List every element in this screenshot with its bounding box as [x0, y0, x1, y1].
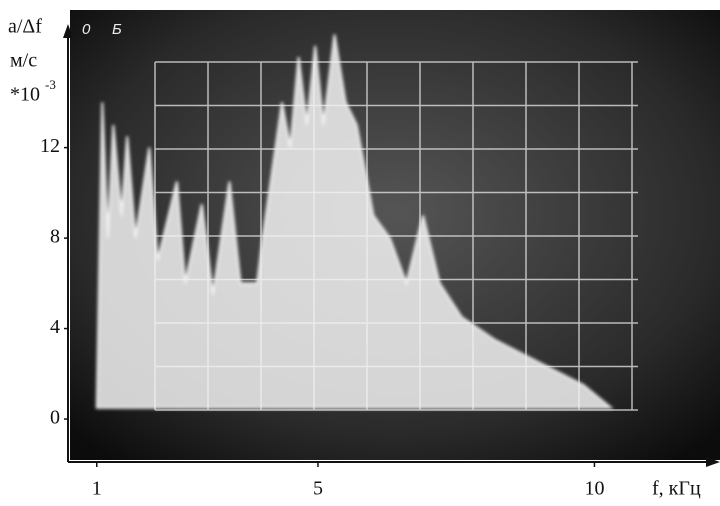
x-tick-label: 10 — [584, 478, 604, 500]
y-arrow — [63, 24, 73, 38]
y-label: м/с — [10, 50, 37, 72]
y-tick-label: 8 — [50, 226, 60, 248]
y-tick-label: 4 — [50, 316, 60, 338]
screen-mark: 0 — [82, 21, 91, 38]
spectrum — [95, 34, 614, 409]
x-tick-label: 1 — [92, 478, 102, 500]
y-label: a/Δf — [8, 16, 42, 38]
graticule — [154, 61, 638, 411]
y-tick-label: 0 — [50, 407, 60, 429]
x-label: f, кГц — [652, 478, 701, 500]
y-tick-label: 12 — [40, 135, 60, 157]
plot — [95, 34, 614, 409]
y-label: *10 — [10, 84, 40, 106]
x-arrow — [706, 457, 720, 467]
y-label-exponent: -3 — [45, 77, 56, 92]
screen-mark: Б — [112, 21, 122, 38]
x-tick-label: 5 — [313, 478, 323, 500]
